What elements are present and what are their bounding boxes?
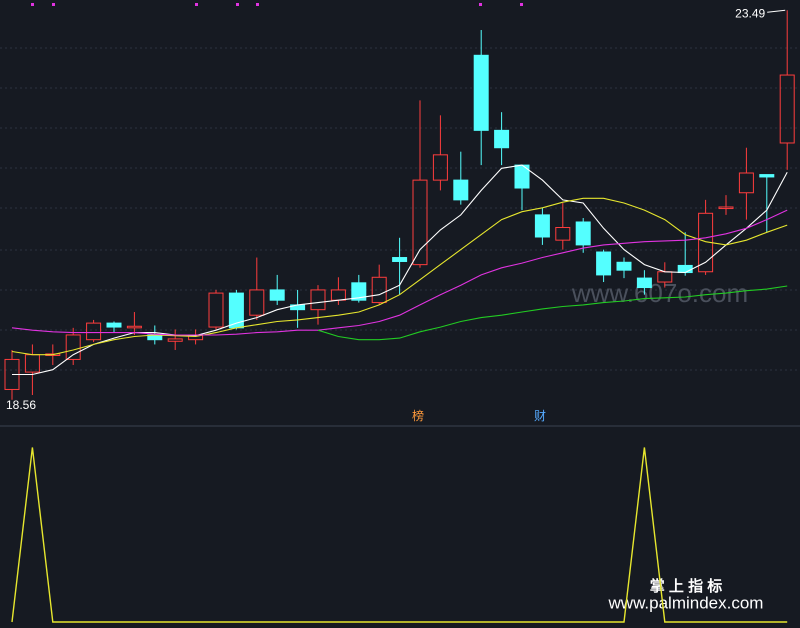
- event-label: 财: [534, 409, 546, 423]
- signal-marker: [31, 3, 34, 6]
- moving-average-line: [11, 197, 788, 356]
- candle-body: [371, 276, 387, 304]
- candle-body: [596, 251, 612, 276]
- candle-body: [392, 257, 408, 262]
- high-pointer: [767, 9, 786, 13]
- candle-body: [106, 322, 122, 328]
- signal-marker: [195, 3, 198, 6]
- signal-marker: [256, 3, 259, 6]
- candle-body: [86, 322, 102, 341]
- candle-body: [738, 172, 754, 194]
- candle-body: [779, 74, 795, 144]
- event-label: 榜: [412, 408, 424, 423]
- signal-marker: [520, 3, 523, 6]
- candle-body: [555, 227, 571, 241]
- candle-body: [759, 174, 775, 178]
- signal-marker: [52, 3, 55, 6]
- candle-body: [473, 54, 489, 131]
- candle-body: [453, 179, 469, 201]
- candle-body: [269, 289, 285, 301]
- candle-body: [310, 289, 326, 311]
- indicator-line: [11, 447, 788, 623]
- candle-body: [167, 338, 183, 342]
- candle-body: [636, 277, 652, 289]
- low-label: 18.56: [6, 398, 36, 412]
- high-label: 23.49: [735, 6, 765, 20]
- candle-body: [718, 206, 734, 210]
- signal-marker: [236, 3, 239, 6]
- candle-body: [126, 325, 142, 329]
- moving-average-line: [317, 285, 788, 341]
- candle-body: [432, 154, 448, 181]
- candle-body: [208, 292, 224, 328]
- watermark: 掌 上 指 标: [650, 577, 723, 595]
- candle-body: [351, 282, 367, 301]
- candle-body: [616, 261, 632, 271]
- watermark: www.palmindex.com: [608, 593, 764, 612]
- candle-body: [534, 214, 550, 238]
- candle-body: [677, 264, 693, 274]
- candle-body: [249, 289, 265, 316]
- candle-body: [575, 221, 591, 246]
- candle-body: [412, 179, 428, 266]
- moving-average-line: [11, 209, 788, 336]
- candle-body: [494, 129, 510, 149]
- signal-marker: [479, 3, 482, 6]
- signal-markers: [31, 3, 523, 6]
- candle-body: [65, 334, 81, 360]
